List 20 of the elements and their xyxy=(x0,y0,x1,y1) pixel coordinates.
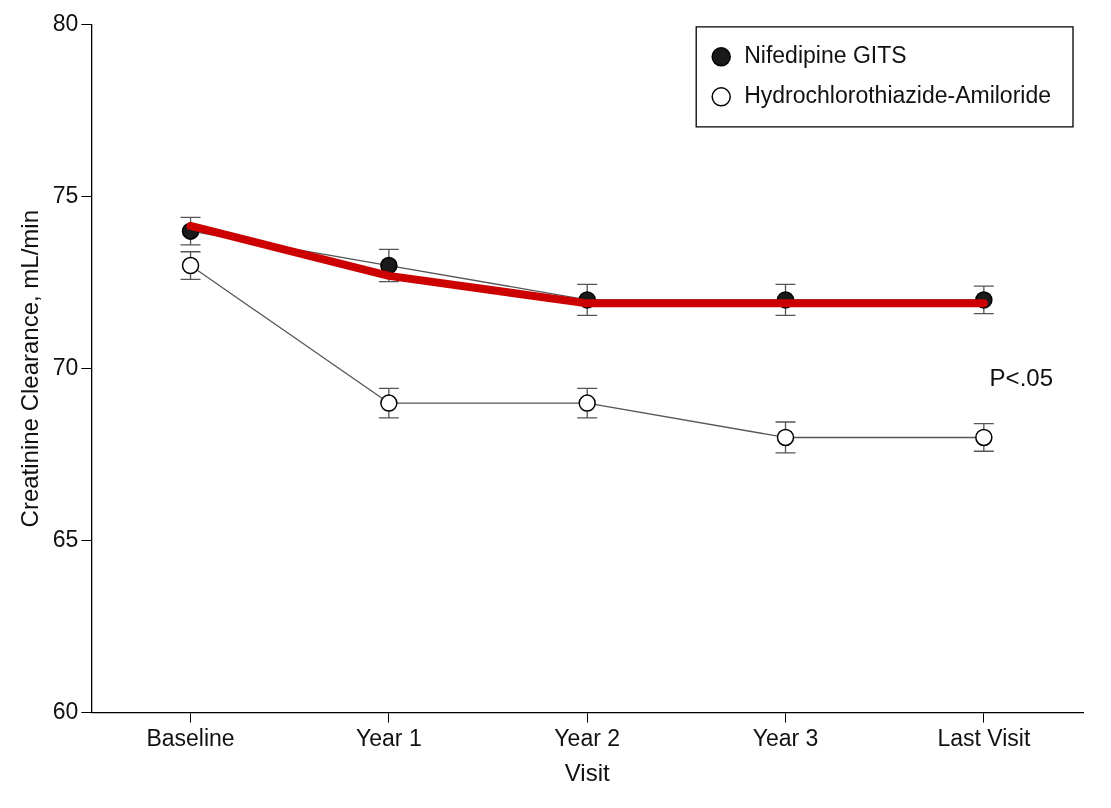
legend-label: Hydrochlorothiazide-Amiloride xyxy=(744,82,1051,109)
x-tick-label: Year 1 xyxy=(356,724,422,751)
x-tick-label: Year 3 xyxy=(752,724,819,751)
x-tick-label: Year 2 xyxy=(554,724,621,751)
annotation: P<.05 xyxy=(989,363,1053,391)
point xyxy=(578,394,596,412)
y-tick-label: 75 xyxy=(52,182,79,209)
legend-label: Nifedipine GITS xyxy=(744,42,907,69)
x-tick-label: Baseline xyxy=(146,724,235,751)
x-tick-label: Last Visit xyxy=(937,724,1031,751)
point xyxy=(181,256,200,275)
y-tick-label: 60 xyxy=(52,697,79,724)
y-axis-title: Creatinine Clearance, mL/min xyxy=(16,209,44,528)
point xyxy=(975,428,993,447)
point xyxy=(776,428,795,447)
y-tick-label: 80 xyxy=(52,10,79,37)
x-axis-title: Visit xyxy=(564,759,610,787)
y-tick-label: 70 xyxy=(52,354,79,381)
y-tick-label: 65 xyxy=(52,525,79,552)
point xyxy=(380,394,398,412)
